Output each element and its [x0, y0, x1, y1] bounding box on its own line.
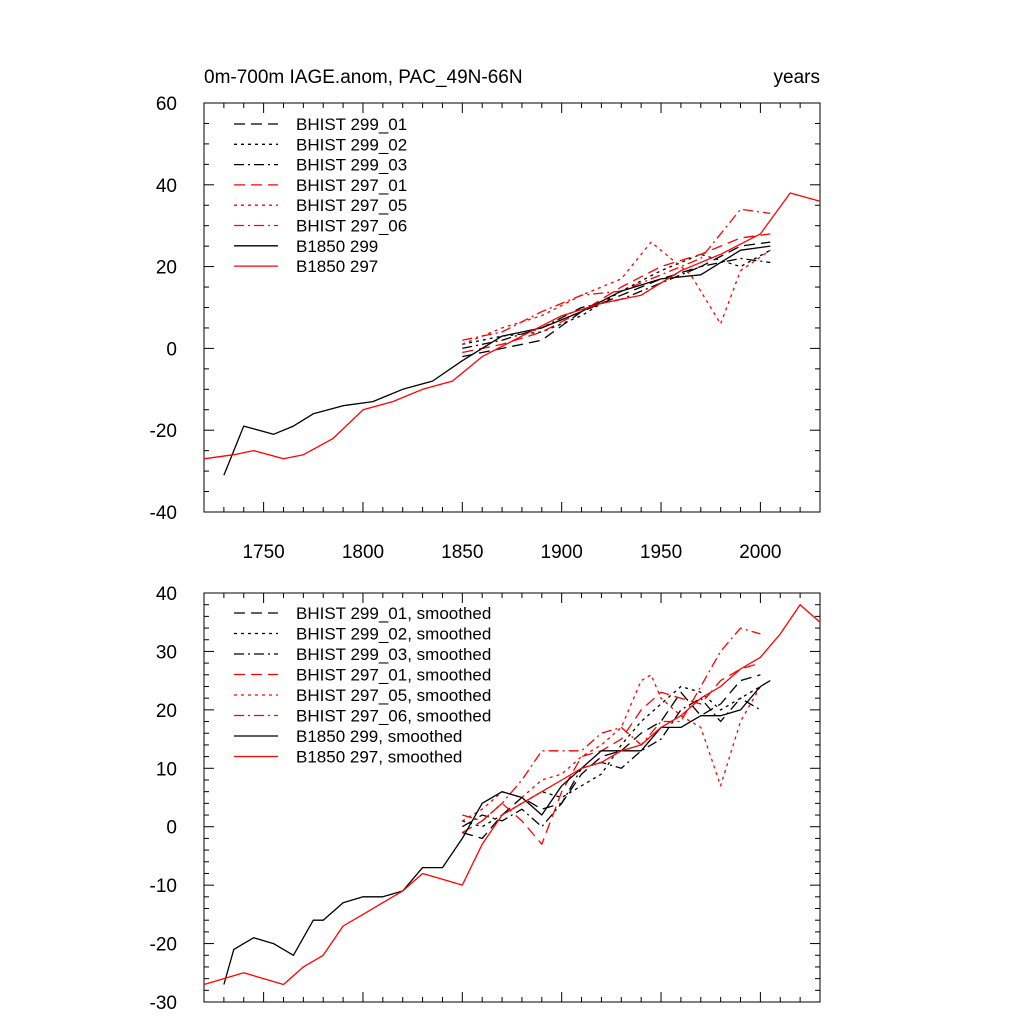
y-tick-label: 10 [156, 759, 177, 780]
legend-label: BHIST 297_05, smoothed [296, 686, 491, 705]
x-tick-label: 2000 [739, 542, 781, 563]
legend-label: BHIST 297_06, smoothed [296, 707, 491, 726]
series-line [462, 627, 761, 822]
x-tick-label: 1850 [441, 542, 483, 563]
y-tick-label: -20 [150, 935, 177, 956]
top-panel: 0m-700m IAGE.anom, PAC_49N-66N years 1750 1… [150, 67, 821, 563]
series-line [461, 697, 761, 828]
x-tick-label: 1800 [342, 542, 384, 563]
y-tick-label: 40 [156, 584, 177, 605]
series-line [223, 245, 771, 476]
legend-label: BHIST 299_01, smoothed [296, 604, 491, 623]
legend-label: BHIST 299_03 [296, 156, 407, 175]
legend-label: BHIST 297_06 [296, 217, 407, 236]
y-tick-label: 20 [156, 258, 177, 279]
legend-label: B1850 297, smoothed [296, 748, 462, 767]
y-tick-label: 30 [156, 642, 177, 663]
series-line [462, 249, 771, 345]
legend-label: BHIST 297_05 [296, 196, 407, 215]
y-tick-label: 0 [166, 818, 177, 839]
series-line [203, 604, 821, 986]
y-tick-label: 20 [156, 701, 177, 722]
legend-label: BHIST 297_01, smoothed [296, 666, 491, 685]
legend-label: BHIST 299_01 [296, 115, 407, 134]
legend-label: BHIST 299_03, smoothed [296, 645, 491, 664]
y-tick-label: -40 [150, 503, 177, 524]
legend-label: B1850 299 [296, 237, 378, 256]
x-tick-label: 1950 [640, 542, 682, 563]
series-line [462, 208, 771, 341]
y-tick-label: 40 [156, 176, 177, 197]
x-tick-label: 1750 [242, 542, 284, 563]
legend-label: BHIST 299_02 [296, 135, 407, 154]
series-line [461, 674, 761, 822]
legend-label: B1850 299, smoothed [296, 727, 462, 746]
legend-label: B1850 297 [296, 257, 378, 276]
y-tick-label: 0 [166, 339, 177, 360]
legend-label: BHIST 297_01 [296, 176, 407, 195]
y-tick-label: 60 [156, 94, 177, 115]
y-tick-label: -10 [150, 876, 177, 897]
units-label: years [774, 67, 820, 88]
series-line [462, 685, 761, 828]
series-line [203, 192, 821, 460]
y-tick-label: -30 [150, 993, 177, 1014]
series-line [223, 680, 771, 985]
x-tick-label: 1900 [541, 542, 583, 563]
series-line [462, 241, 771, 358]
chart-title: 0m-700m IAGE.anom, PAC_49N-66N [204, 67, 523, 88]
y-tick-label: -20 [150, 421, 177, 442]
bottom-panel: -30 -20 -10 0 10 20 30 40 BHIST 299_01, smoothed… [150, 584, 821, 1014]
legend-label: BHIST 299_02, smoothed [296, 625, 491, 644]
plot-frame [203, 592, 821, 1003]
